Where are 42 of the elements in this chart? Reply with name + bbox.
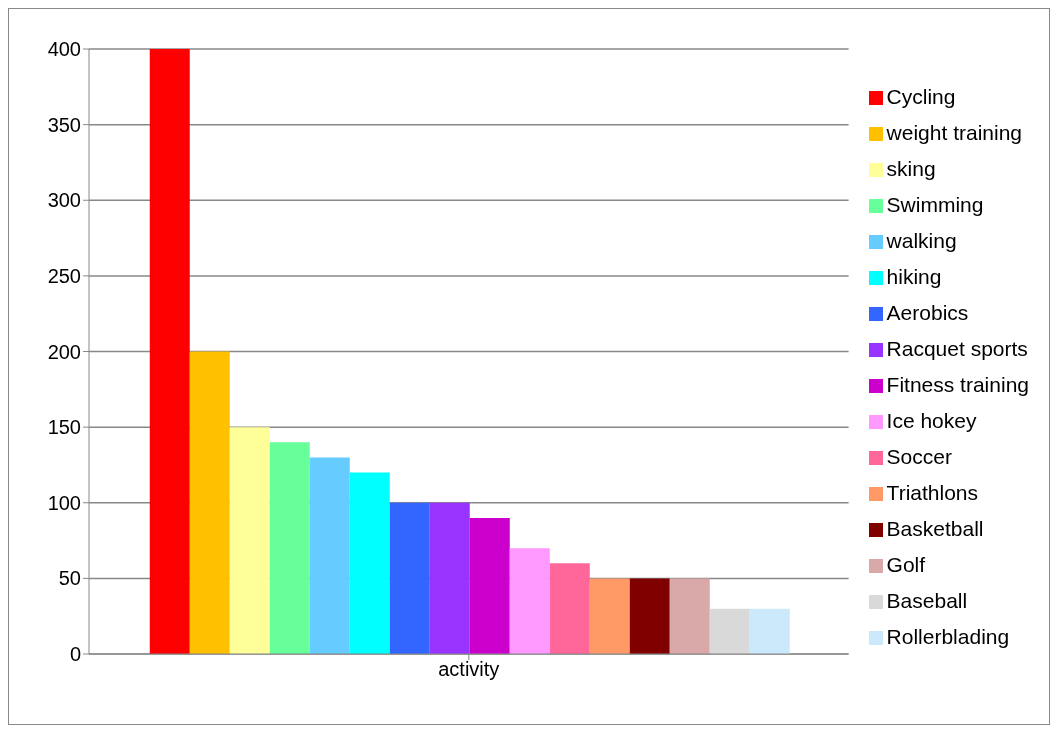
y-tick-label: 250 [47, 264, 81, 287]
x-tick-label: activity [438, 658, 500, 681]
bar [749, 608, 790, 654]
bar [469, 517, 510, 654]
y-tick-label: 400 [47, 38, 81, 61]
bar [149, 49, 190, 654]
legend-label: sking [886, 156, 936, 180]
legend-label: Golf [886, 552, 926, 576]
y-tick-label: 300 [47, 189, 81, 212]
y-tick-label: 350 [47, 113, 81, 136]
bar [549, 563, 590, 654]
bar [589, 578, 630, 654]
legend-label: Fitness training [886, 372, 1029, 396]
bar [309, 457, 350, 654]
legend-label: Swimming [886, 192, 984, 216]
legend-label: Baseball [886, 588, 968, 612]
legend-label: Ice hokey [886, 408, 977, 432]
legend-label: Soccer [886, 444, 952, 468]
legend-label: Aerobics [886, 300, 969, 324]
legend-label: Rollerblading [886, 624, 1010, 648]
bar [669, 578, 710, 654]
bar [709, 608, 750, 654]
y-tick-label: 50 [58, 567, 81, 590]
bar [349, 472, 390, 654]
legend-label: hiking [886, 264, 942, 288]
legend-label: Racquet sports [886, 336, 1028, 360]
y-tick-label: 0 [69, 643, 81, 666]
bar [269, 442, 310, 654]
y-tick-label: 100 [47, 491, 81, 514]
bar [429, 502, 470, 654]
bar [189, 351, 230, 654]
legend-label: Basketball [886, 516, 984, 540]
legend-label: Cycling [886, 84, 956, 108]
bar [389, 502, 430, 654]
y-tick-label: 150 [47, 416, 81, 439]
legend-label: Triathlons [886, 480, 979, 504]
bar [509, 548, 550, 654]
legend-label: walking [886, 228, 957, 252]
bar [229, 427, 270, 654]
bar [629, 578, 670, 654]
legend-label: weight training [886, 120, 1023, 144]
y-tick-label: 200 [47, 340, 81, 363]
